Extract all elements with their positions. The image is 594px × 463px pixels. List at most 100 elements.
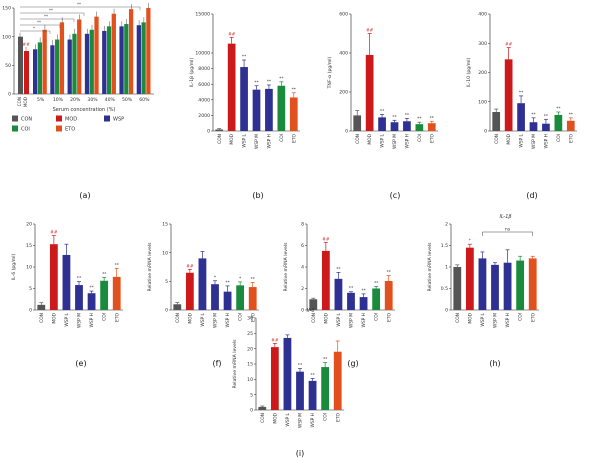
- panel-0-legend-label: COI: [21, 127, 30, 133]
- panel-6-ytick-label: 6: [301, 243, 304, 249]
- panel-0-legend-label: MOD: [65, 117, 77, 123]
- panel-1-bar: [252, 89, 261, 131]
- panel-5-annotation: *: [214, 275, 217, 281]
- panel-6-ytick-label: 2: [301, 286, 304, 292]
- panel-0-bar: [106, 26, 112, 95]
- panel-1-bar: [240, 67, 248, 131]
- panel-3-ytick-label: 0: [484, 129, 487, 135]
- panel-5-annotation: *: [239, 276, 242, 282]
- panel-8-ytick-label: 20: [247, 346, 253, 352]
- panel-1-y-label: IL-1β (pg/ml): [189, 58, 195, 88]
- panel-8-ytick-label: 15: [247, 362, 253, 368]
- panel-1-category-label: ETO: [291, 133, 297, 142]
- panel-4-bar: [87, 293, 96, 310]
- panel-7-bar: [516, 260, 525, 310]
- panel-5-category-label: WSP M: [213, 313, 219, 328]
- panel-7-category-label: WSP M: [493, 313, 499, 328]
- panel-5-category-label: ETO: [250, 312, 256, 321]
- panel-2-annotation: **: [380, 108, 385, 114]
- panel-7-title: IL-1β: [500, 214, 513, 220]
- panel-4-bar: [112, 276, 121, 310]
- panel-2-bar: [427, 123, 436, 131]
- panel-1-bar: [227, 43, 236, 131]
- panel-5-bar: [223, 291, 232, 310]
- panel-4-annotation: ##: [50, 230, 58, 236]
- panel-2-bar: [390, 122, 399, 131]
- panel-4-annotation: **: [77, 276, 82, 282]
- panel-1-annotation: **: [254, 80, 259, 86]
- panel-3-ytick-label: 400: [478, 12, 487, 18]
- panel-7-category-label: WSP L: [480, 312, 486, 326]
- panel-1-bar: [289, 97, 298, 131]
- panel-0-bar: [72, 33, 77, 94]
- panel-5-category-label: MOD: [187, 312, 193, 323]
- panel-0-control-label: CON: [17, 97, 22, 106]
- panel-4-bar: [75, 285, 83, 310]
- panel-0-category-label: 20%: [70, 97, 81, 103]
- panel-6-annotation: **: [336, 266, 341, 272]
- panel-8-annotation: ##: [271, 337, 279, 343]
- panel-1-category-label: MOD: [229, 133, 235, 144]
- panel-5-category-label: CON: [175, 313, 181, 323]
- panel-0-legend-label: ETO: [65, 127, 75, 133]
- panel-0-bar: [119, 26, 124, 95]
- panel-3-ytick-label: 200: [478, 70, 487, 76]
- panel-5-bar: [211, 284, 219, 310]
- panel-6-bar: [309, 299, 318, 310]
- panel-2-annotation: **: [405, 112, 410, 118]
- panel-3-ytick-label: 300: [478, 41, 487, 47]
- panel-2-ytick-label: 0: [345, 129, 348, 135]
- panel-0-ytick-label: 50: [5, 63, 11, 69]
- panel-3-y-label: IL-10 (pg/ml): [466, 58, 472, 88]
- panel-6-annotation: **: [361, 288, 366, 294]
- panel-5-category-label: COI: [238, 313, 244, 321]
- panel-4-bar: [62, 254, 71, 310]
- panel-6-bar: [384, 280, 393, 310]
- panel-0-bar: [102, 30, 107, 94]
- panel-5-ytick-label: 0: [165, 308, 168, 314]
- panel-0-category-label: 30%: [87, 97, 98, 103]
- panel-8-bar: [308, 380, 317, 410]
- panel-6-category-label: CON: [311, 313, 317, 323]
- panel-1-category-label: WSP H: [267, 134, 273, 148]
- panel-0-bar: [141, 22, 146, 94]
- panel-0-bar: [94, 16, 99, 95]
- panel-4-annotation: **: [102, 271, 107, 277]
- panel-6-category-label: ETO: [386, 312, 392, 321]
- panel-1-annotation: ##: [228, 31, 236, 37]
- panel-3-category-label: WSP H: [544, 134, 550, 148]
- panel-0-bar: [42, 29, 47, 94]
- panel-8-ytick-label: 10: [247, 377, 253, 383]
- panel-1-panel-label: (b): [252, 191, 263, 200]
- panel-5-ytick-label: 5: [165, 279, 168, 285]
- panel-8-bar: [270, 347, 279, 410]
- panel-0-legend-swatch: [56, 125, 62, 132]
- panel-6-ytick-label: 0: [301, 308, 304, 314]
- panel-1-annotation: **: [267, 79, 272, 85]
- panel-0-bar: [89, 29, 94, 94]
- panel-2-bar: [353, 115, 362, 131]
- panel-1-ytick-label: 4000: [198, 97, 210, 103]
- panel-5-ytick-label: 10: [162, 250, 168, 256]
- panel-8-ytick-label: 30: [247, 316, 253, 322]
- panel-4-category-label: WSP L: [64, 312, 70, 326]
- panel-7-ytick-label: 2: [445, 222, 448, 228]
- panel-8-panel-label: (i): [296, 449, 304, 458]
- panel-1-annotation: **: [279, 76, 284, 82]
- panel-7-ytick-label: 1.5: [441, 243, 448, 249]
- panel-3-category-label: WSP M: [531, 134, 537, 149]
- panel-6-panel-label: (g): [347, 359, 358, 368]
- panel-0-bar: [33, 49, 38, 94]
- panel-0-bar: [77, 19, 82, 94]
- panel-0-ytick-label: 150: [2, 6, 11, 12]
- panel-0-ytick-label: 100: [2, 34, 11, 40]
- panel-4-bar: [49, 244, 58, 310]
- panel-8-bar: [333, 351, 342, 410]
- panel-8-category-label: CON: [260, 413, 266, 423]
- panel-7-ytick-label: 0: [445, 308, 448, 314]
- panel-0-control-bar: [24, 51, 29, 94]
- panel-5-annotation: **: [251, 276, 256, 282]
- panel-7-category-label: WSP H: [505, 313, 511, 327]
- panel-6-category-label: WSP M: [349, 313, 355, 328]
- panel-1-category-label: WSP M: [254, 134, 260, 149]
